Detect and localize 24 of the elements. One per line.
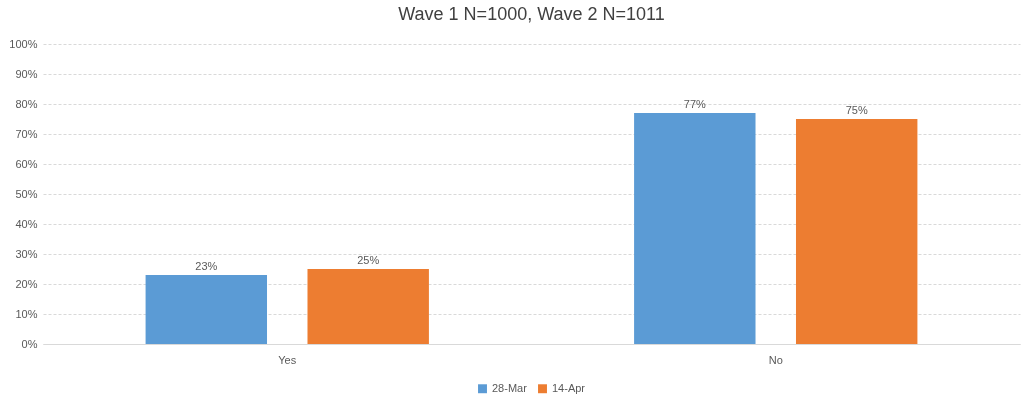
- chart-title: Wave 1 N=1000, Wave 2 N=1011: [398, 4, 665, 24]
- y-tick-label: 30%: [15, 247, 38, 260]
- x-tick-label: No: [768, 353, 783, 366]
- bar: [145, 275, 268, 344]
- y-tick-label: 70%: [15, 127, 38, 140]
- bar: [795, 119, 918, 344]
- y-tick-label: 40%: [15, 217, 38, 230]
- bar: [307, 269, 429, 344]
- bar: [634, 113, 756, 344]
- x-tick-label: Yes: [278, 353, 297, 366]
- y-tick-label: 60%: [15, 157, 38, 170]
- y-tick-label: 90%: [15, 67, 38, 80]
- y-tick-label: 100%: [9, 37, 38, 50]
- data-label: 77%: [683, 98, 707, 110]
- y-tick-label: 10%: [15, 307, 38, 320]
- data-label: 25%: [357, 254, 380, 266]
- y-tick-label: 50%: [15, 187, 38, 200]
- legend-label: 28-Mar: [492, 381, 528, 394]
- y-tick-label: 80%: [15, 97, 38, 110]
- data-label: 23%: [195, 260, 218, 272]
- y-tick-label: 0%: [21, 337, 38, 350]
- legend-label: 14-Apr: [552, 381, 586, 394]
- data-label: 75%: [845, 104, 868, 116]
- y-tick-label: 20%: [15, 277, 38, 290]
